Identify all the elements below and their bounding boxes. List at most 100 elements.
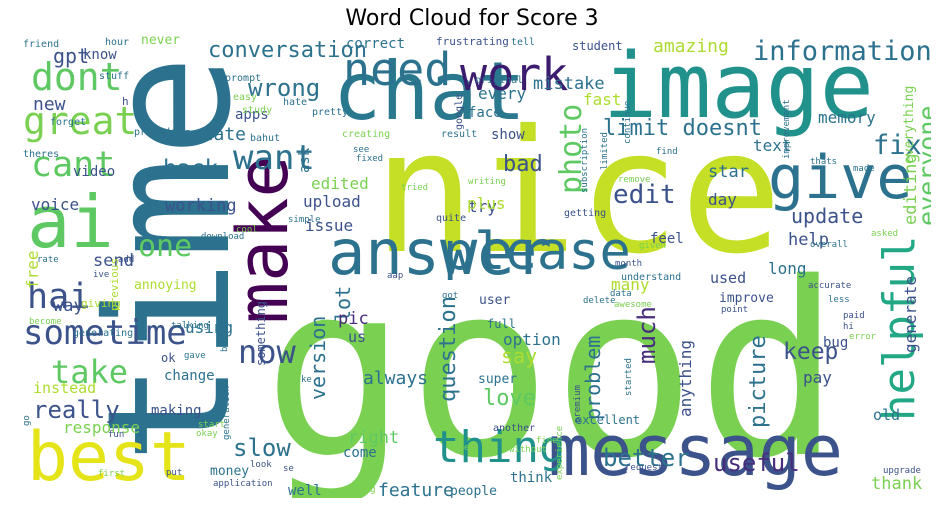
word-help: help (788, 230, 829, 250)
word-fixed: fixed (356, 154, 384, 164)
word-give: give (768, 143, 913, 213)
word-issue: issue (305, 216, 354, 235)
word-start: start (198, 420, 226, 430)
word-bad: bad (503, 152, 543, 177)
word-easy: easy (233, 92, 258, 103)
word-excellent: excellent (575, 413, 641, 427)
word-good: good (263, 231, 841, 498)
word-giving: giving (81, 297, 121, 310)
word-forget: forget (50, 117, 87, 128)
word-new: new (33, 94, 66, 115)
word-need: need (343, 43, 452, 96)
word-question: question (436, 295, 461, 402)
word-become: become (29, 317, 62, 327)
word-hai: hai (27, 277, 91, 317)
word-one: one (138, 229, 193, 264)
word-better: better (603, 444, 690, 472)
word-love: love (483, 386, 536, 411)
word-go: go (22, 414, 32, 426)
word-original: original (475, 75, 524, 86)
word-keep: keep (783, 339, 839, 365)
word-started: started (624, 357, 634, 396)
word-message: message (548, 410, 844, 492)
word-answer: answer (328, 216, 552, 289)
word-instead: instead (33, 379, 97, 397)
word-back: back (163, 156, 219, 182)
word-download: download (201, 232, 245, 242)
word-face: face (468, 105, 502, 121)
word-mistake: mistake (533, 74, 605, 94)
word-see: see (353, 145, 370, 155)
word-anything: anything (676, 339, 695, 417)
word-hour: hour (105, 37, 130, 48)
word-delete: delete (583, 296, 616, 306)
word-try: try (468, 197, 497, 216)
word-right: right (348, 428, 400, 448)
word-thats: thats (810, 157, 838, 167)
word-writing: writing (468, 177, 506, 187)
word-bug: bug (823, 335, 849, 351)
word-working: working (165, 196, 237, 216)
word-super: super (478, 372, 518, 387)
word-feel: feel (650, 231, 684, 247)
word-rate: rate (37, 255, 59, 265)
word-us: us (348, 328, 367, 346)
word-idea: idea (453, 443, 475, 453)
word-day: day (708, 190, 737, 209)
word-fine: fine (536, 436, 558, 446)
word-best: best (27, 418, 191, 497)
word-way: way (53, 296, 84, 316)
word-improvement: improvement (782, 99, 792, 160)
word-take: take (51, 353, 129, 391)
word-voice: voice (31, 195, 80, 214)
word-cool: cool (236, 225, 258, 235)
word-limit-doesnt: limit doesnt (603, 116, 762, 141)
word-user: user (479, 293, 511, 308)
word-generate: generate (901, 275, 920, 353)
word-ive: ive (93, 270, 110, 280)
word-ai: ai (27, 180, 114, 264)
word-nice: nice (373, 94, 783, 292)
word-talking: talking (171, 321, 209, 331)
word-say: say (501, 344, 538, 368)
word-image: image (603, 36, 874, 139)
word-plus: plus (467, 194, 506, 213)
word-continue: continue (623, 100, 633, 145)
word-chat: chat (333, 45, 526, 138)
word-people: people (450, 484, 497, 498)
word-experience: experience (555, 425, 565, 480)
word-friend: friend (23, 39, 60, 50)
word-bahut: bahut (250, 133, 281, 144)
word-put: put (166, 468, 183, 478)
word-okay: okay (196, 429, 218, 439)
word-month: month (615, 259, 643, 269)
word-understand: understand (621, 272, 682, 283)
word-video: video (73, 164, 116, 180)
word-prompt: prompt (225, 73, 262, 84)
word-frustrating: frustrating (436, 36, 509, 48)
word-always: always (363, 368, 429, 389)
word-asked: asked (871, 229, 899, 239)
word-thank: thank (871, 474, 923, 494)
word-upload: upload (303, 192, 361, 211)
word-everything: everything (902, 85, 917, 164)
word-useful: useful (713, 449, 800, 477)
word-theres: theres (23, 149, 60, 160)
word-money: money (210, 464, 250, 479)
word-never: never (141, 36, 181, 48)
word-subscription: subscription (580, 127, 590, 193)
word-want: want (233, 138, 315, 178)
word-find: find (656, 147, 678, 157)
word-limited: limited (600, 131, 610, 170)
word-hi: hi (843, 322, 854, 332)
word-show: show (491, 127, 525, 143)
word-quite: quite (436, 213, 467, 224)
word-tried: tried (401, 183, 429, 193)
word-information: information (753, 36, 931, 67)
word-great: great (23, 99, 138, 143)
word-study: study (242, 105, 273, 116)
word-look: look (250, 460, 272, 470)
word-editing: editing (901, 153, 921, 226)
word-another: another (493, 423, 536, 434)
word-generating: generating (73, 328, 134, 339)
